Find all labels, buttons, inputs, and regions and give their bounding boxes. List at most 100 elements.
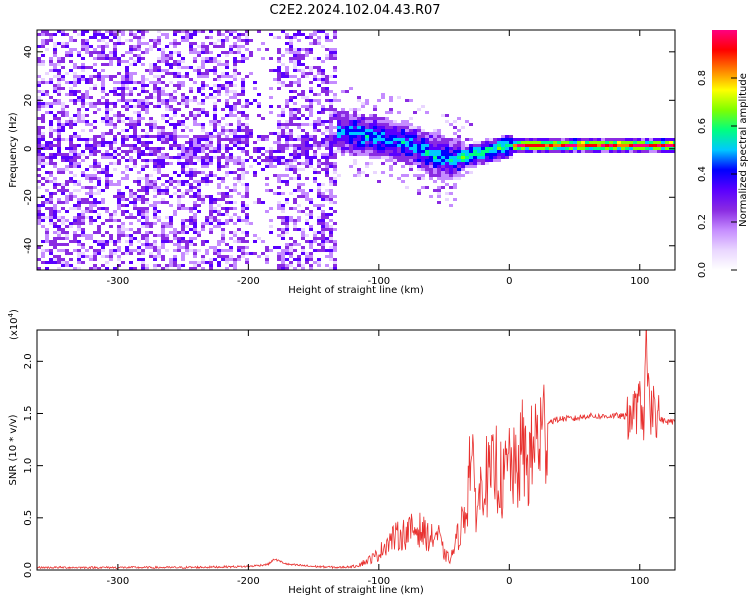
spectrogram-cell	[437, 129, 441, 132]
spectrogram-cell	[317, 72, 321, 75]
spectrogram-cell	[137, 123, 141, 126]
spectrogram-cell	[153, 63, 157, 66]
spectrogram-cell	[313, 99, 317, 102]
spectrogram-cell	[137, 198, 141, 201]
spectrogram-cell	[205, 132, 209, 135]
spectrogram-cell	[489, 138, 493, 141]
spectrogram-cell	[233, 129, 237, 132]
spectrogram-cell	[201, 261, 205, 264]
spectrogram-cell	[153, 84, 157, 87]
spectrogram-cell	[105, 63, 109, 66]
spectrogram-cell	[245, 213, 249, 216]
spectrogram-cell	[605, 144, 609, 147]
spectrogram-cell	[437, 156, 441, 159]
spectrogram-cell	[293, 171, 297, 174]
spectrogram-cell	[481, 162, 485, 165]
spectrogram-cell	[141, 216, 145, 219]
spectrogram-cell	[353, 162, 357, 165]
spectrogram-cell	[137, 186, 141, 189]
spectrogram-cell	[325, 189, 329, 192]
spectrogram-cell	[509, 135, 513, 138]
spectrogram-cell	[361, 114, 365, 117]
spectrogram-cell	[137, 249, 141, 252]
spectrogram-cell	[237, 240, 241, 243]
colorbar: 0.00.20.40.60.8 Normalized spectral ampl…	[697, 30, 749, 278]
spectrogram-cell	[197, 183, 201, 186]
spectrogram-cell	[237, 168, 241, 171]
spectrogram-cell	[317, 192, 321, 195]
spectrogram-cell	[233, 63, 237, 66]
spectrogram-cell	[469, 162, 473, 165]
spectrogram-cell	[169, 204, 173, 207]
spectrogram-cell	[345, 138, 349, 141]
spectrogram-cell	[409, 147, 413, 150]
spectrogram-cell	[333, 111, 337, 114]
spectrogram-cell	[37, 141, 41, 144]
spectrogram-cell	[49, 156, 53, 159]
spectrogram-cell	[153, 222, 157, 225]
spectrogram-cell	[413, 162, 417, 165]
spectrogram-cell	[277, 186, 281, 189]
spectrogram-cell	[185, 75, 189, 78]
spectrogram-cell	[333, 168, 337, 171]
spectrogram-cell	[105, 153, 109, 156]
spectrogram-cell	[357, 114, 361, 117]
spectrogram-cell	[113, 183, 117, 186]
spectrogram-cell	[397, 96, 401, 99]
spectrogram-cell	[133, 246, 137, 249]
spectrogram-cell	[369, 150, 373, 153]
spectrogram-cell	[125, 144, 129, 147]
spectrogram-cell	[289, 192, 293, 195]
spectrogram-cell	[237, 159, 241, 162]
spectrogram-cell	[205, 183, 209, 186]
spectrogram-cell	[213, 219, 217, 222]
spectrogram-cell	[309, 108, 313, 111]
spectrogram-cell	[421, 105, 425, 108]
spectrogram-cell	[625, 144, 629, 147]
spectrogram-cell	[133, 192, 137, 195]
spectrogram-cell	[289, 123, 293, 126]
spectrogram-cell	[373, 108, 377, 111]
spectrogram-cell	[321, 243, 325, 246]
spectrogram-cell	[53, 117, 57, 120]
spectrogram-cell	[305, 99, 309, 102]
spectrogram-cell	[421, 153, 425, 156]
spectrogram-cell	[385, 159, 389, 162]
spectrogram-cell	[89, 207, 93, 210]
spectrogram-cell	[185, 150, 189, 153]
spectrogram-cell	[173, 75, 177, 78]
spectrogram-cell	[105, 75, 109, 78]
x-tick-label: -100	[367, 576, 390, 587]
spectrogram-cell	[277, 135, 281, 138]
spectrogram-cell	[217, 255, 221, 258]
spectrogram-cell	[289, 48, 293, 51]
spectrogram-cell	[201, 165, 205, 168]
spectrogram-cell	[277, 207, 281, 210]
spectrogram-cell	[353, 147, 357, 150]
spectrogram-cell	[221, 240, 225, 243]
spectrogram-cell	[313, 234, 317, 237]
spectrogram-cell	[101, 87, 105, 90]
spectrogram-cell	[153, 120, 157, 123]
colorbar-tick-label: 0.2	[697, 214, 708, 230]
spectrogram-cell	[169, 51, 173, 54]
spectrogram-cell	[313, 174, 317, 177]
spectrogram-cell	[669, 138, 673, 141]
spectrogram-cell	[169, 138, 173, 141]
spectrogram-cell	[225, 72, 229, 75]
spectrogram-cell	[349, 114, 353, 117]
spectrogram-cell	[385, 129, 389, 132]
spectrogram-cell	[657, 138, 661, 141]
spectrogram-cell	[353, 144, 357, 147]
spectrogram-cell	[137, 36, 141, 39]
spectrogram-cell	[329, 165, 333, 168]
spectrogram-cell	[229, 201, 233, 204]
spectrogram-cell	[289, 111, 293, 114]
spectrogram-cell	[41, 162, 45, 165]
spectrogram-cell	[445, 168, 449, 171]
spectrogram-cell	[189, 147, 193, 150]
spectrogram-cell	[165, 69, 169, 72]
spectrogram-cell	[449, 141, 453, 144]
spectrogram-cell	[233, 93, 237, 96]
spectrogram-cell	[93, 51, 97, 54]
